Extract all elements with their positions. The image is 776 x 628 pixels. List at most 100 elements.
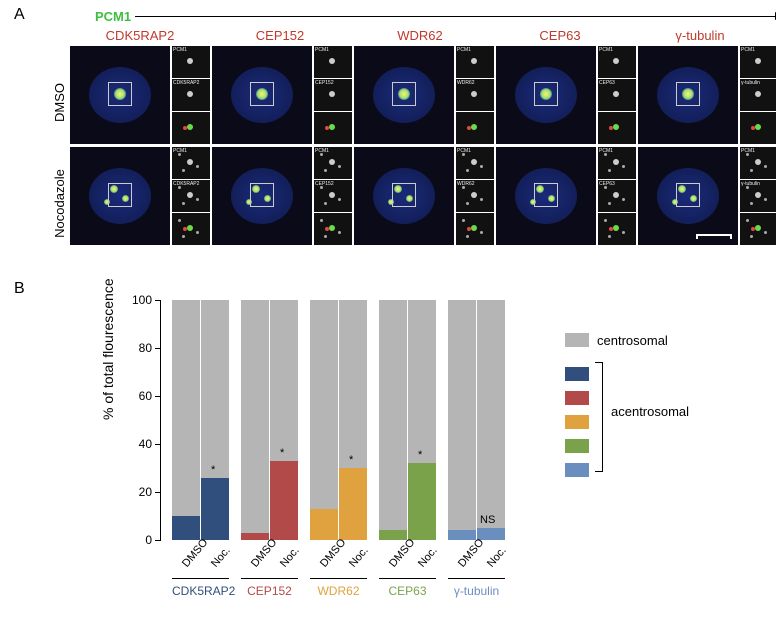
swatch-icon [565,463,589,477]
microscopy-main [496,147,596,245]
swatch-icon [565,367,589,381]
microscopy-inset: PCM1 [598,46,636,78]
group-label: γ-tubulin [448,584,505,598]
microscopy-cell: PCM1CDK5RAP2 [70,147,210,245]
microscopy-inset: WDR62 [456,180,494,212]
microscopy-cell: PCM1WDR62 [354,147,494,245]
microscopy-cell: PCM1CEP152 [212,147,352,245]
bar [448,300,476,540]
bar [379,300,407,540]
microscopy-inset [172,112,210,144]
col-header: WDR62 [350,28,490,43]
microscopy-inset: CEP63 [598,79,636,111]
microscopy-inset: γ-tubulin [740,180,776,212]
microscopy-main [638,46,738,144]
x-tick-label: DMSO [249,541,276,570]
microscopy-main [354,147,454,245]
microscopy-main [212,147,312,245]
microscopy-inset: PCM1 [456,46,494,78]
bar: * [201,300,229,540]
microscopy-main [496,46,596,144]
legend-row [565,458,668,482]
x-tick-label: DMSO [456,541,483,570]
panel-a-label: A [14,6,25,24]
microscopy-cell: PCM1CEP152 [212,46,352,144]
microscopy-main [70,46,170,144]
significance-marker: NS [480,514,495,526]
legend-row [565,434,668,458]
legend-label: centrosomal [597,333,668,348]
microscopy-main [638,147,738,245]
microscopy-main [212,46,312,144]
bar [241,300,269,540]
microscopy-inset: PCM1 [598,147,636,179]
significance-marker: * [418,449,422,461]
swatch-icon [565,391,589,405]
x-tick-label: DMSO [318,541,345,570]
pcm1-label: PCM1 [95,9,131,24]
chart-legend: centrosomal acentrosomal [565,328,668,482]
microscopy-inset [314,112,352,144]
group-label: CDK5RAP2 [172,584,229,598]
microscopy-inset: PCM1 [314,46,352,78]
significance-marker: * [280,447,284,459]
swatch-centrosomal [565,333,589,347]
x-tick-label: DMSO [387,541,414,570]
microscopy-inset: PCM1 [314,147,352,179]
microscopy-cell: PCM1γ-tubulin [638,46,776,144]
microscopy-inset [314,213,352,245]
microscopy-cell: PCM1CEP63 [496,46,636,144]
pcm1-arrow: PCM1 [95,8,776,24]
x-tick-label: Noc. [209,541,236,570]
bar: NS [477,300,505,540]
x-tick-label: Noc. [347,541,374,570]
col-header: CEP152 [210,28,350,43]
col-header: CDK5RAP2 [70,28,210,43]
microscopy-inset: CEP152 [314,180,352,212]
swatch-icon [565,439,589,453]
microscopy-inset: PCM1 [172,147,210,179]
bar: * [408,300,436,540]
microscopy-inset: γ-tubulin [740,79,776,111]
microscopy-cell: PCM1CEP63 [496,147,636,245]
swatch-icon [565,415,589,429]
microscopy-cell: PCM1γ-tubulin [638,147,776,245]
group-label: WDR62 [310,584,367,598]
microscopy-inset [172,213,210,245]
microscopy-cell: PCM1CDK5RAP2 [70,46,210,144]
column-headers: CDK5RAP2 CEP152 WDR62 CEP63 γ-tubulin [70,28,770,43]
microscopy-cell: PCM1WDR62 [354,46,494,144]
group-label: CEP152 [241,584,298,598]
row-label-dmso: DMSO [52,83,67,122]
col-header: γ-tubulin [630,28,770,43]
microscopy-inset [598,213,636,245]
microscopy-inset [598,112,636,144]
microscopy-inset: PCM1 [456,147,494,179]
significance-marker: * [211,464,215,476]
legend-acentrosomal-label: acentrosomal [611,404,689,419]
bars-area: * * * * NS [160,300,505,540]
panel-b-label: B [14,280,25,298]
scale-bar [696,234,732,239]
microscopy-inset: CDK5RAP2 [172,180,210,212]
microscopy-main [354,46,454,144]
microscopy-inset: WDR62 [456,79,494,111]
bar-chart: % of total flourescence 020406080100 ***… [120,290,550,610]
microscopy-inset: PCM1 [740,46,776,78]
x-tick-label: Noc. [416,541,443,570]
row-label-nocodazole: Nocodazole [52,169,67,238]
bar: * [339,300,367,540]
bracket-icon [595,362,603,472]
microscopy-inset: CEP63 [598,180,636,212]
arrow-line [135,16,775,17]
legend-centrosomal: centrosomal [565,328,668,352]
microscopy-grid: PCM1CDK5RAP2PCM1CEP152PCM1WDR62PCM1CEP63… [70,46,776,245]
x-labels: DMSONoc.DMSONoc.DMSONoc.DMSONoc.DMSONoc. [160,542,505,554]
bar: * [270,300,298,540]
x-tick-label: DMSO [180,541,207,570]
group-label: CEP63 [379,584,436,598]
microscopy-inset: CDK5RAP2 [172,79,210,111]
legend-row [565,362,668,386]
microscopy-inset [456,112,494,144]
bar [310,300,338,540]
